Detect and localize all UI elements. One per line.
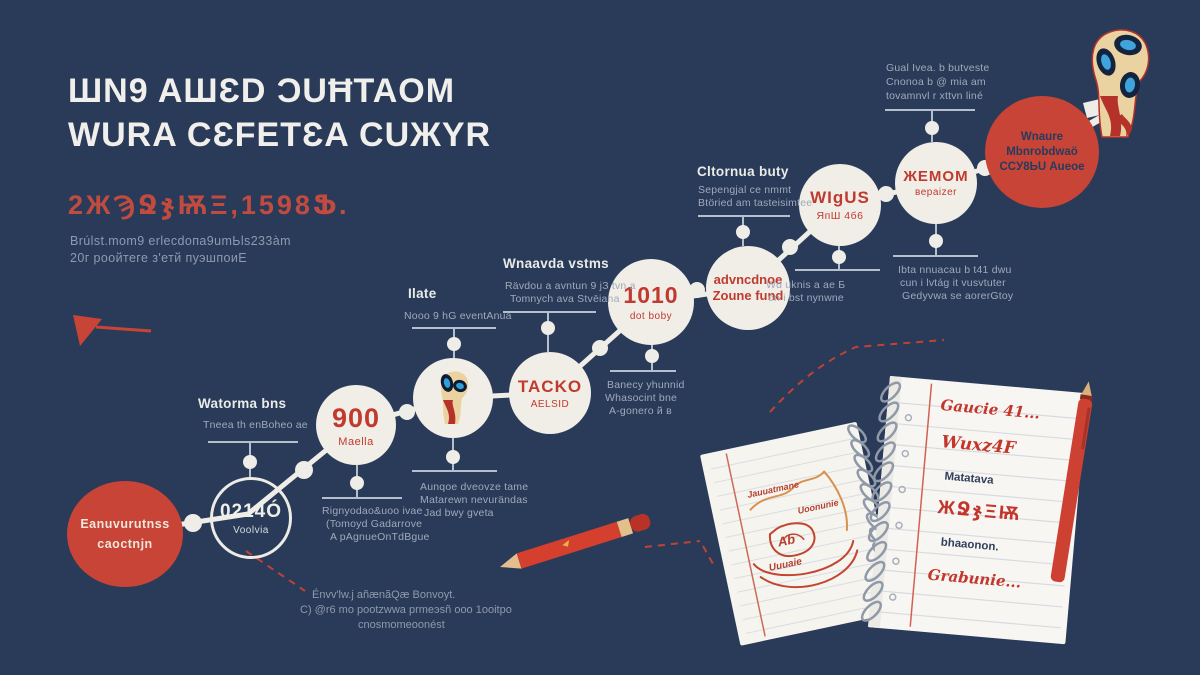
notebook-line: Wuxz4F xyxy=(940,432,1017,459)
callout-cltornua-line: Sepengjal ce nmmt xyxy=(698,184,792,196)
node-caption: dot boby xyxy=(629,311,673,322)
note-below-wigus-line: Wd uknis a ae Б xyxy=(766,279,846,291)
node-label: Zoune fund xyxy=(712,288,784,303)
page-title-line1: ШN9 AШƐD ƆUĦTAOM xyxy=(68,72,456,110)
node-value: 1010 xyxy=(623,282,679,308)
intro-text-line2: 20г роойтеге з'етй пуэшпоиЕ xyxy=(70,251,247,265)
intro-text-line1: Brúlst.mоm9 erlecdoпa9umЬls233àm xyxy=(70,234,291,248)
note-below-1010-line: Banecy yhunnid xyxy=(607,379,685,391)
notebook-spiral-coils xyxy=(860,381,902,622)
timeline-node-zone: advncdnoe Zoune fund xyxy=(706,246,790,330)
note-below-wigus-line: on i bst nynwne xyxy=(768,292,844,304)
notebook-line: bhaaonon. xyxy=(940,536,1000,554)
node-value: ЖЕМОМ xyxy=(903,168,969,185)
timeline-node-tacko: TACKO AELSID xyxy=(509,352,591,434)
node-caption: вераizer xyxy=(915,187,957,198)
note-below-900-line: A pAgnueOnTdBgue xyxy=(330,531,430,543)
connector-dots xyxy=(184,99,1104,532)
bracket-dots xyxy=(243,121,943,490)
note-below-trophy-line: Aunqoe dveovze tame xyxy=(420,481,529,493)
timeline-node-900: 900 Maella xyxy=(316,385,396,465)
timeline-node-start: Eanuvurutnss caoctnjn xyxy=(67,481,183,587)
node-caption: AELSID xyxy=(530,398,570,410)
page-title-line2: WURA CƐFETƐA CUЖYR xyxy=(68,116,492,154)
note-top-right-line: Cnonoa b @ mia am xyxy=(886,76,986,88)
node-caption: Voolvia xyxy=(233,524,269,536)
callout-wnaavda-line: Rävdou a avntun 9 jЗ tvn a xyxy=(505,280,636,292)
node-value: 900 xyxy=(331,402,381,433)
node-label: Eanuvurutnss xyxy=(80,517,170,531)
callout-wnaavda-line: Tomnych ava Stvēiana xyxy=(510,293,620,305)
footnote-line: C) @r6 mo pootzwwa prmeэsñ ooo 1ooitpo xyxy=(300,604,512,616)
spiral-notebook xyxy=(860,376,1088,645)
note-below-aenom-line: Gedyvwa se aorerGtoy xyxy=(902,290,1014,302)
node-label: caoctnjn xyxy=(97,537,153,551)
note-below-trophy-line: Matarewn nevurändas xyxy=(420,494,528,506)
note-below-aenom-line: cun i lvtág it vusvtuter xyxy=(900,277,1006,289)
note-below-1010-line: Whasocint bne xyxy=(605,392,678,404)
note-below-900-line: (Tomoyd Gadarrove xyxy=(326,518,423,530)
world-cup-trophy-icon xyxy=(1091,29,1150,138)
timeline-node-aenom: ЖЕМОМ вераizer xyxy=(895,142,977,224)
notebook-line: Gaucie 41... xyxy=(939,395,1041,423)
footnote-line: cnosmomeoonést xyxy=(358,619,445,631)
notebook-handwriting: Gaucie 41... Wuxz4F Matatava ЖՋჯΞѬ bhaao… xyxy=(922,390,1111,634)
pencil-icon xyxy=(500,513,651,569)
pen-icon xyxy=(1050,381,1093,583)
note-below-1010-line: A-gonero й в xyxy=(609,405,672,417)
callout-cltornua-line: Btöried am tasteisimtee xyxy=(698,197,813,209)
callout-watorma-sub: Tneea th enBoheo ae xyxy=(203,419,308,431)
node-label: advncdnoe xyxy=(713,272,783,287)
notebook-line: ЖՋჯΞѬ xyxy=(936,497,1022,526)
callout-cltornua-title: Cltornua buty xyxy=(697,164,789,179)
doodle-label: Jauuatmane xyxy=(746,479,800,500)
node-label: Mbnrobdwaö xyxy=(1006,145,1078,158)
node-value: 0214Ó xyxy=(219,500,283,522)
timeline-node-trophy xyxy=(413,358,493,438)
note-top-right-line: Gual Ivea. b butveste xyxy=(886,62,990,74)
callout-wnaavda-title: Wnaavda vstms xyxy=(503,256,609,271)
callout-ilate-sub: Nooo 9 hG eventAnua xyxy=(404,310,512,322)
doodle-label: Ab xyxy=(776,531,797,550)
doodle-sketch xyxy=(749,470,859,589)
notebook-line: Grabunie... xyxy=(927,565,1022,592)
node-value: TACKO xyxy=(517,376,583,396)
timeline-node-wigus: WIgUS ЯпШ 4б6 xyxy=(799,164,881,246)
footnote-line: Énvv'lw.j añænãQæ Bonvoyt. xyxy=(312,589,456,601)
node-label: CCУ8ЬU Аueoe xyxy=(999,160,1085,173)
note-below-trophy-line: Jad bwy gveta xyxy=(424,507,494,519)
node-caption: Maella xyxy=(338,435,374,448)
node-value: WIgUS xyxy=(810,188,870,207)
timeline-node-1914: 0214Ó Voolvia xyxy=(210,477,292,559)
doodle-label: Uoonunie xyxy=(796,497,840,516)
notebook-line: Matatava xyxy=(943,470,995,487)
world-cup-trophy-icon xyxy=(440,371,469,424)
dashed-links xyxy=(245,339,945,592)
page-subtitle: 2ЖϠՋჯѬΞ,1598Ֆ. xyxy=(68,190,350,220)
note-below-900-line: Rignyodao&uoo ivae xyxy=(322,505,423,517)
timeline-node-1010: 1010 dot boby xyxy=(608,259,694,345)
callout-ilate-title: Ilate xyxy=(408,286,437,301)
node-caption: ЯпШ 4б6 xyxy=(816,210,864,222)
callout-watorma-title: Watorma bns xyxy=(198,396,287,411)
flag-icon xyxy=(73,315,152,346)
doodle-label: Uuuaie xyxy=(767,556,803,574)
note-below-aenom-line: Ibta nnuacau b t41 dwu xyxy=(898,264,1012,276)
node-label: Wnaure xyxy=(1020,130,1064,143)
timeline-node-end: Wnaure Mbnrobdwaö CCУ8ЬU Аueoe xyxy=(985,96,1099,208)
note-top-right-line: tovamnvl r xttvn liné xyxy=(886,90,983,102)
